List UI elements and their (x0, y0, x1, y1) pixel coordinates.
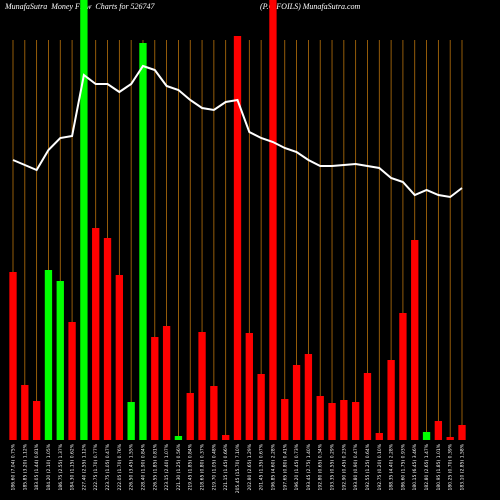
bar (186, 393, 194, 440)
bar (162, 326, 171, 440)
x-tick-label: 228.40 (1.90) 0.84% (140, 443, 146, 490)
x-tick-label: 186.60 (1.75) 0.93% (400, 443, 406, 490)
x-tick-label: 221.15 (1.45) 0.66% (223, 443, 229, 490)
bar (56, 281, 64, 440)
x-tick-label: 218.65 (0.80) 0.37% (200, 443, 206, 490)
bar (281, 399, 289, 440)
bar (233, 36, 242, 440)
x-tick-label: 223.75 (1.05) 0.47% (105, 443, 111, 490)
bar (210, 386, 218, 440)
bar (316, 396, 324, 440)
x-tick-label: 193.45 (2.75) 1.40% (306, 443, 312, 490)
bar (363, 373, 372, 440)
bar (127, 402, 135, 440)
bar (458, 425, 466, 440)
bar (139, 43, 147, 440)
x-tick-label: 221.30 (1.25) 0.56% (176, 443, 182, 490)
bar (80, 0, 88, 440)
x-tick-label: 182.80 (2.65) 1.47% (424, 443, 430, 490)
x-tick-label: 226.55 (1.85) 0.81% (152, 443, 158, 490)
bar (198, 332, 206, 440)
bar (103, 238, 112, 440)
bar (245, 333, 253, 440)
x-tick-label: 180.95 (1.85) 1.01% (436, 443, 442, 490)
x-tick-label: 180.15 (6.45) 3.46% (412, 443, 418, 490)
bar (269, 0, 277, 440)
x-tick-label: 219.70 (1.05) 0.48% (211, 443, 217, 490)
x-tick-label: 183.05 (1.44) 0.81% (34, 443, 40, 490)
x-tick-label: 205.45 (15.70) 7.10% (235, 443, 241, 493)
x-tick-label: 193.35 (0.55) 0.29% (330, 443, 336, 490)
x-tick-label: 184.20 (2.10) 1.05% (46, 443, 52, 490)
x-tick-label: 192.80 (0.65) 0.34% (318, 443, 324, 490)
x-tick-label: 188.35 (4.40) 2.28% (389, 443, 395, 490)
x-tick-label: 184.30 (1.15) 0.62% (70, 443, 76, 490)
bar (387, 360, 395, 440)
x-tick-label: 186.75 (2.55) 1.37% (58, 443, 64, 490)
x-tick-label: 192.90 (0.45) 0.23% (341, 443, 347, 490)
x-tick-label: 192.55 (1.25) 0.64% (365, 443, 371, 490)
x-tick-label: 222.05 (1.70) 0.76% (117, 443, 123, 490)
bar (375, 433, 383, 440)
x-tick-label: 197.65 (0.80) 0.41% (282, 443, 288, 490)
x-tick-label: 185.85 (3.20) 1.12% (22, 443, 28, 490)
bar (304, 354, 313, 440)
x-tick-label: 180.25 (0.70) 0.39% (448, 443, 454, 490)
x-tick-label: 192.75 (0.20) 0.10% (377, 443, 383, 490)
bar (92, 228, 100, 440)
x-tick-label: 186.60 (7.04) 0.75% (11, 443, 17, 490)
x-tick-label: 226.50 (3.45) 1.55% (129, 443, 135, 490)
x-tick-label: 183.10 (2.85) 1.58% (460, 443, 466, 490)
bar (446, 437, 454, 440)
bar (174, 436, 183, 440)
x-tick-label: 196.20 (1.45) 0.73% (294, 443, 300, 490)
bar (422, 432, 431, 440)
x-tick-label: 202.80 (2.65) 1.29% (247, 443, 253, 490)
bar (44, 270, 53, 440)
bar (411, 240, 419, 440)
x-tick-label: 219.45 (1.85) 0.84% (188, 443, 194, 490)
money-flow-line (12, 64, 463, 199)
bar (32, 401, 41, 440)
bar (340, 400, 348, 440)
bar (292, 365, 301, 440)
bar (9, 272, 17, 440)
bar (115, 275, 124, 440)
chart-subtitle: (P.G.FOILS) MunafaSutra.com (260, 2, 361, 11)
x-tick-label: 222.75 (1.70) 0.77% (93, 443, 99, 490)
bar (151, 337, 159, 440)
bar (434, 421, 443, 440)
x-tick-label: 196.85 (4.60) 2.28% (270, 443, 276, 490)
chart-title: MunafaSutra Money Flow Charts for 526747 (4, 2, 156, 11)
bar (399, 313, 407, 440)
bar (222, 435, 230, 440)
bar (68, 322, 76, 440)
bar (21, 385, 29, 440)
bar (351, 402, 360, 440)
bar (328, 403, 336, 440)
x-tick-label: 227.40 (2.55) 1.12% (81, 443, 87, 490)
x-tick-label: 201.45 (1.35) 0.67% (259, 443, 265, 490)
x-tick-label: 193.80 (0.90) 0.47% (353, 443, 359, 490)
plot-area: 186.60 (7.04) 0.75% 185.85 (3.20) 1.12% 18… (9, 0, 466, 493)
bar (257, 374, 265, 440)
x-tick-label: 223.15 (2.40) 1.07% (164, 443, 170, 490)
